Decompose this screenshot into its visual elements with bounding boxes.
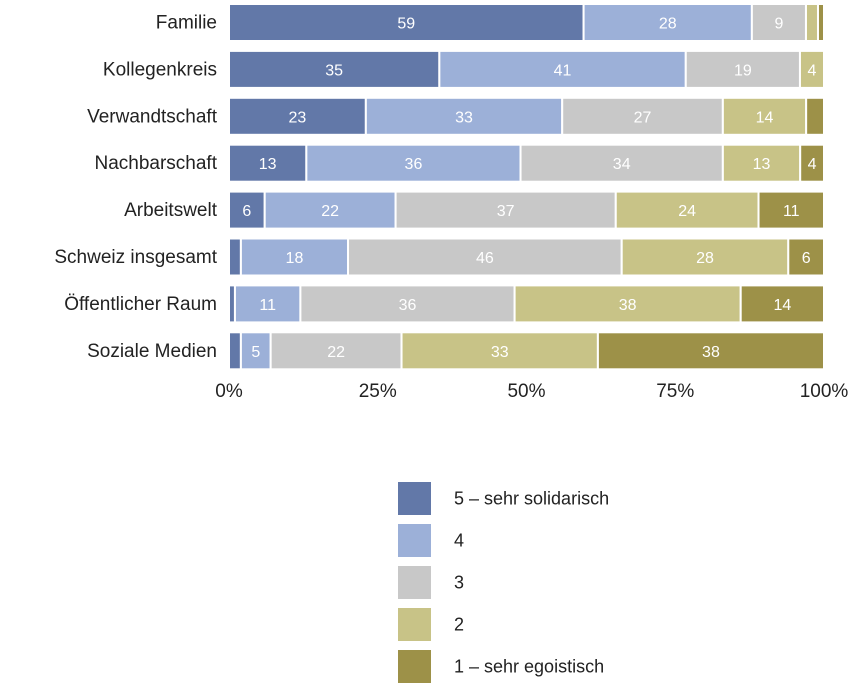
bar-segment xyxy=(305,143,522,183)
data-label: 6 xyxy=(802,250,811,267)
data-label: 38 xyxy=(702,344,720,361)
data-label: 22 xyxy=(321,203,339,220)
bar-segment xyxy=(263,190,397,230)
data-label: 11 xyxy=(259,297,276,314)
x-tick-label: 25% xyxy=(359,381,397,402)
legend-label: 1 – sehr egoistisch xyxy=(454,657,604,677)
bar-segment xyxy=(739,284,826,324)
bar-segment xyxy=(684,49,801,89)
data-label: 13 xyxy=(753,156,771,173)
data-label: 23 xyxy=(289,109,307,126)
legend-swatch xyxy=(398,650,431,683)
data-label: 28 xyxy=(659,16,677,33)
bar-segment xyxy=(561,96,724,136)
x-tick-label: 75% xyxy=(656,381,694,402)
legend-swatch xyxy=(398,566,431,599)
bar-segment xyxy=(228,331,242,371)
data-label: 37 xyxy=(497,203,515,220)
bar-segment xyxy=(228,96,367,136)
bar-segment xyxy=(582,3,753,42)
category-label: Arbeitswelt xyxy=(124,200,218,221)
data-label: 59 xyxy=(397,16,415,33)
bar-segment xyxy=(596,331,826,371)
data-label: 11 xyxy=(783,203,800,220)
data-label: 33 xyxy=(491,344,509,361)
bar-segment xyxy=(787,237,825,277)
data-label: 14 xyxy=(756,109,774,126)
bar-segment xyxy=(805,96,826,136)
bar-segment xyxy=(750,3,807,42)
bar-segment xyxy=(364,96,564,136)
bar-segment xyxy=(228,143,308,183)
legend-swatch xyxy=(398,608,431,641)
bar-segment xyxy=(394,190,617,230)
bar-segment xyxy=(620,237,790,277)
bar-segment xyxy=(804,3,819,42)
data-label: 27 xyxy=(634,109,652,126)
bar-segment xyxy=(798,49,825,89)
bar-segment xyxy=(799,143,826,183)
bar-segment xyxy=(614,190,760,230)
legend-label: 3 xyxy=(454,573,464,593)
data-label: 33 xyxy=(455,109,473,126)
legend-label: 2 xyxy=(454,615,464,635)
data-label: 34 xyxy=(613,156,631,173)
x-axis-ticks: 0% 25% 50% 75% 100% xyxy=(215,381,848,402)
legend-label: 5 – sehr solidarisch xyxy=(454,489,609,509)
x-tick-label: 100% xyxy=(800,381,849,402)
data-label: 41 xyxy=(554,62,572,79)
bar-segment xyxy=(400,331,599,371)
data-label: 38 xyxy=(619,297,637,314)
bar-segment xyxy=(438,49,687,89)
data-label: 4 xyxy=(808,156,817,173)
x-tick-label: 50% xyxy=(507,381,545,402)
category-label: Schweiz insgesamt xyxy=(54,247,217,268)
legend-swatch xyxy=(398,524,431,557)
data-label: 4 xyxy=(808,62,817,79)
data-label: 19 xyxy=(734,62,752,79)
bar-segment xyxy=(299,284,516,324)
data-label: 13 xyxy=(259,156,277,173)
bar-segment xyxy=(816,3,826,42)
category-label: Nachbarschaft xyxy=(94,153,217,174)
data-label: 5 xyxy=(251,344,260,361)
data-label: 36 xyxy=(405,156,423,173)
data-label: 46 xyxy=(476,250,494,267)
bar-segment xyxy=(228,3,585,42)
category-label: Verwandtschaft xyxy=(87,106,218,127)
category-label: Soziale Medien xyxy=(87,341,217,362)
legend-label: 4 xyxy=(454,531,464,551)
data-label: 24 xyxy=(678,203,696,220)
data-label: 9 xyxy=(774,16,783,33)
x-tick-label: 0% xyxy=(215,381,243,402)
data-label: 28 xyxy=(696,250,714,267)
bar-segment xyxy=(519,143,724,183)
data-label: 22 xyxy=(327,344,345,361)
bar-segment xyxy=(239,237,349,277)
bar-segment xyxy=(513,284,742,324)
category-label: Öffentlicher Raum xyxy=(64,294,217,315)
data-label: 35 xyxy=(325,62,343,79)
category-labels: Familie Kollegenkreis Verwandtschaft Nachba… xyxy=(54,13,217,362)
category-label: Kollegenkreis xyxy=(103,59,217,80)
legend: 5 – sehr solidarisch 4 3 2 1 – sehr egoistis… xyxy=(398,482,609,683)
bar-segment xyxy=(757,190,825,230)
category-label: Familie xyxy=(156,13,217,34)
data-label: 6 xyxy=(242,203,251,220)
data-label: 14 xyxy=(773,297,791,314)
bar-segment xyxy=(347,237,623,277)
legend-swatch xyxy=(398,482,431,515)
bar-segment xyxy=(228,237,242,277)
data-label: 18 xyxy=(286,250,304,267)
data-label: 36 xyxy=(399,297,417,314)
bar-segment xyxy=(228,190,266,230)
